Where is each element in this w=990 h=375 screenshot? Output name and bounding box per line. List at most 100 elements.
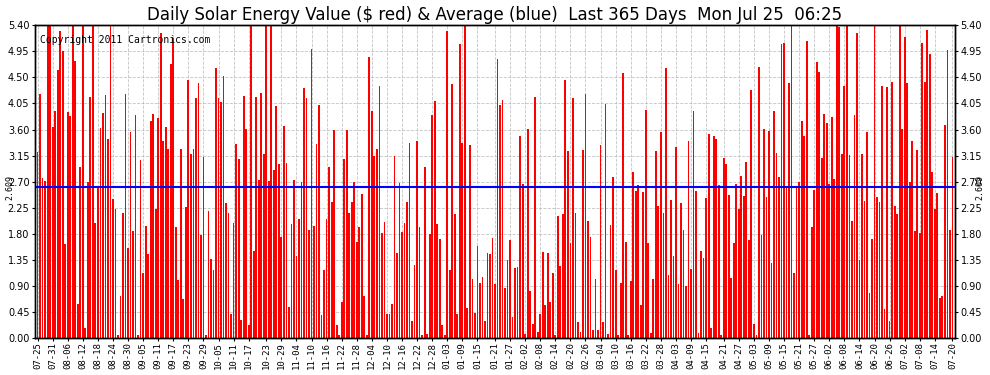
Bar bbox=[344, 159, 346, 338]
Bar bbox=[522, 184, 524, 338]
Bar bbox=[723, 158, 725, 338]
Bar bbox=[246, 129, 248, 338]
Bar bbox=[404, 222, 405, 338]
Bar bbox=[894, 206, 896, 338]
Bar bbox=[914, 231, 916, 338]
Bar bbox=[442, 325, 444, 338]
Bar bbox=[728, 195, 730, 338]
Bar bbox=[444, 335, 446, 338]
Bar bbox=[432, 116, 433, 338]
Bar bbox=[148, 254, 149, 338]
Bar bbox=[318, 105, 320, 338]
Bar bbox=[348, 213, 350, 338]
Bar bbox=[391, 304, 393, 338]
Bar bbox=[868, 292, 870, 338]
Bar bbox=[628, 335, 629, 338]
Bar bbox=[236, 144, 237, 338]
Bar bbox=[439, 239, 441, 338]
Bar bbox=[177, 280, 179, 338]
Bar bbox=[557, 216, 558, 338]
Text: Copyright 2011 Cartronics.com: Copyright 2011 Cartronics.com bbox=[40, 34, 210, 45]
Bar bbox=[306, 98, 307, 338]
Bar bbox=[896, 214, 898, 338]
Bar bbox=[564, 80, 566, 338]
Bar bbox=[786, 189, 787, 338]
Bar bbox=[223, 76, 225, 338]
Bar bbox=[572, 98, 574, 338]
Bar bbox=[120, 296, 122, 338]
Bar bbox=[323, 270, 325, 338]
Bar bbox=[569, 243, 571, 338]
Bar bbox=[944, 125, 945, 338]
Bar bbox=[301, 182, 302, 338]
Bar bbox=[796, 186, 798, 338]
Bar bbox=[363, 296, 365, 338]
Bar bbox=[481, 277, 483, 338]
Bar bbox=[620, 283, 622, 338]
Bar bbox=[414, 265, 416, 338]
Bar bbox=[819, 72, 820, 338]
Bar bbox=[278, 164, 280, 338]
Bar bbox=[50, 25, 51, 338]
Bar bbox=[59, 30, 61, 338]
Bar bbox=[698, 333, 700, 338]
Bar bbox=[721, 335, 722, 338]
Bar bbox=[316, 144, 318, 338]
Bar bbox=[665, 68, 667, 338]
Bar bbox=[205, 335, 207, 338]
Bar bbox=[180, 149, 182, 338]
Bar bbox=[474, 313, 476, 338]
Bar bbox=[61, 51, 63, 338]
Bar bbox=[241, 320, 242, 338]
Bar bbox=[167, 149, 169, 338]
Bar bbox=[705, 198, 707, 338]
Bar bbox=[280, 237, 282, 338]
Bar bbox=[700, 251, 702, 338]
Bar bbox=[527, 129, 529, 338]
Bar bbox=[54, 111, 56, 338]
Bar bbox=[437, 225, 438, 338]
Bar bbox=[200, 235, 202, 338]
Bar bbox=[745, 162, 747, 338]
Bar bbox=[448, 270, 450, 338]
Bar bbox=[195, 98, 197, 338]
Bar bbox=[667, 274, 669, 338]
Bar bbox=[67, 112, 68, 338]
Bar bbox=[839, 27, 841, 338]
Bar bbox=[781, 44, 782, 338]
Bar bbox=[133, 231, 134, 338]
Bar bbox=[339, 335, 340, 338]
Bar bbox=[117, 335, 119, 338]
Bar bbox=[949, 230, 950, 338]
Bar bbox=[824, 114, 825, 338]
Bar bbox=[82, 25, 84, 338]
Text: 2.609: 2.609 bbox=[6, 174, 15, 200]
Bar bbox=[559, 266, 561, 338]
Bar bbox=[225, 203, 227, 338]
Bar bbox=[419, 227, 421, 338]
Bar bbox=[94, 223, 96, 338]
Bar bbox=[92, 25, 94, 338]
Bar bbox=[741, 177, 742, 338]
Bar bbox=[683, 230, 684, 338]
Bar bbox=[791, 25, 792, 338]
Bar bbox=[582, 150, 584, 338]
Bar bbox=[638, 185, 640, 338]
Bar bbox=[525, 334, 526, 338]
Bar bbox=[409, 143, 411, 338]
Bar bbox=[590, 237, 591, 338]
Bar bbox=[856, 33, 857, 338]
Bar bbox=[110, 26, 111, 338]
Bar bbox=[793, 273, 795, 338]
Bar bbox=[145, 225, 147, 338]
Bar bbox=[336, 326, 338, 338]
Bar bbox=[836, 25, 838, 338]
Bar bbox=[899, 25, 901, 338]
Bar bbox=[625, 242, 627, 338]
Bar bbox=[329, 167, 330, 338]
Bar bbox=[507, 260, 509, 338]
Bar bbox=[366, 335, 367, 338]
Bar bbox=[688, 141, 689, 338]
Bar bbox=[149, 121, 151, 338]
Bar bbox=[871, 239, 873, 338]
